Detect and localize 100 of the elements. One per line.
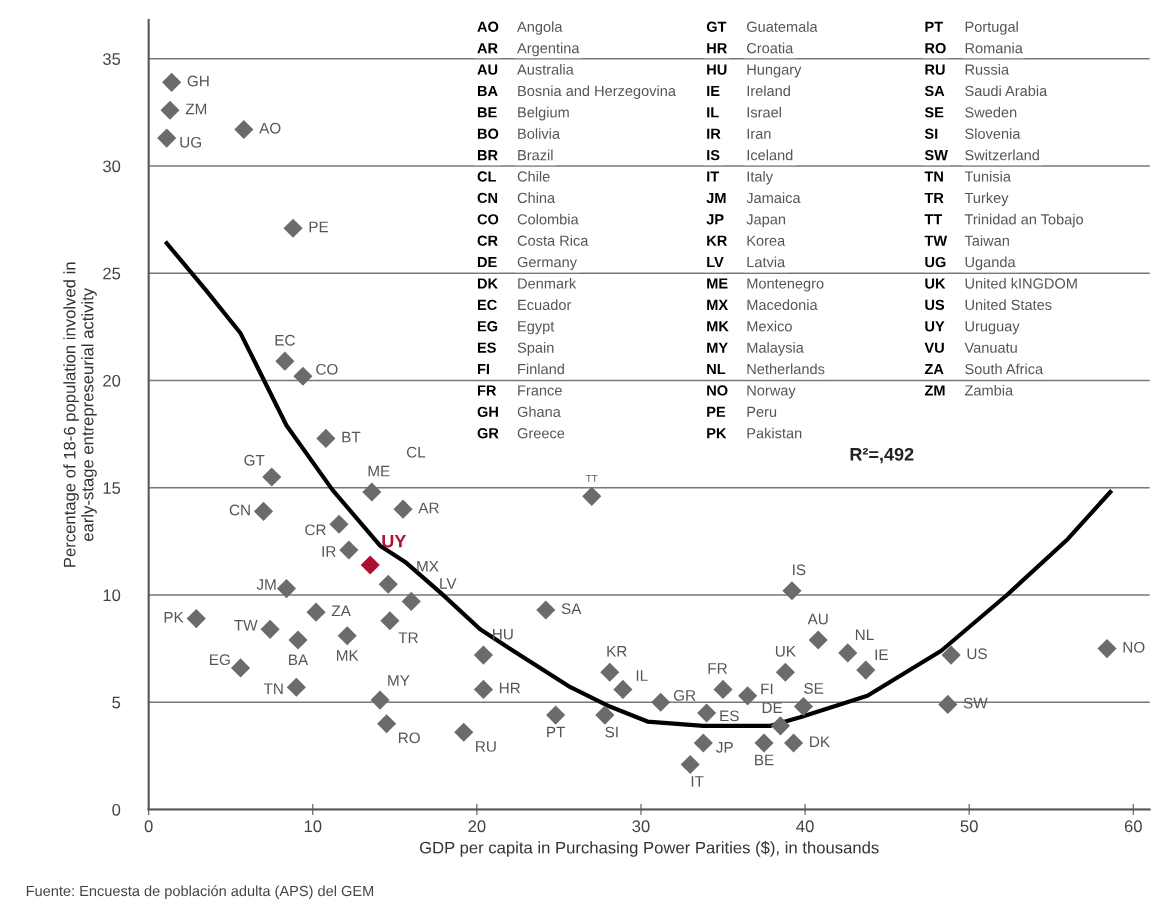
- annotation: IS: [793, 564, 806, 576]
- point: [680, 754, 700, 775]
- annotation: IT: [691, 776, 704, 787]
- text: VU Vanuatu: [924, 342, 1017, 353]
- point: [651, 692, 671, 712]
- point: [157, 128, 177, 148]
- point: [160, 100, 180, 120]
- annotation: UK: [775, 646, 796, 657]
- annotation: CO: [316, 363, 338, 375]
- annotation: SI: [605, 726, 618, 738]
- text: JP Japan: [706, 214, 786, 228]
- annotation: HR: [499, 682, 521, 694]
- annotation: SA: [561, 603, 582, 615]
- point: [339, 540, 359, 560]
- point: [793, 696, 813, 717]
- text: SA Saudi Arabia: [924, 85, 1048, 97]
- text: RO Romania: [925, 42, 1023, 54]
- point: [286, 677, 306, 697]
- text: ZM Zambia: [924, 384, 1014, 396]
- annotation: ME: [368, 465, 390, 477]
- y-tick-label: 10: [103, 589, 121, 602]
- point: [316, 428, 336, 448]
- point: [713, 679, 733, 699]
- point: [186, 609, 206, 629]
- point: [941, 645, 961, 665]
- annotation: SE: [804, 682, 824, 694]
- text: PK Pakistan: [707, 427, 802, 439]
- annotation: MX: [417, 561, 439, 572]
- x-tick-label: 50: [960, 820, 978, 833]
- text: BO Bolivia: [477, 128, 560, 139]
- x-axis-title: GDP per capita in Purchasing Power Parities ($), in thousands: [419, 841, 879, 857]
- annotation: CN: [229, 504, 250, 516]
- annotation: SW Switzerland: [924, 149, 1039, 161]
- point: [293, 366, 313, 386]
- point: [253, 501, 274, 521]
- point: [770, 716, 791, 736]
- point: [693, 733, 713, 753]
- annotation: BT: [342, 431, 361, 443]
- annotation: PK: [164, 612, 184, 623]
- annotation: IR: [322, 546, 336, 557]
- annotation: GT: [244, 454, 265, 466]
- text: MK Mexico: [707, 320, 792, 332]
- y-axis-title: Percentage of 18-6 population involved in early-stage entrepreseurial activity: [63, 262, 97, 567]
- text: MX Macedonia: [707, 299, 818, 311]
- annotation: FI: [761, 683, 773, 695]
- point: [276, 578, 297, 599]
- text: CL Chile: [477, 170, 550, 182]
- point: [262, 467, 282, 487]
- series-label: UY: [382, 534, 407, 548]
- point: [808, 630, 828, 650]
- point: [546, 705, 566, 725]
- annotation: GR: [673, 689, 696, 701]
- point: [337, 626, 357, 646]
- annotation: BA: [289, 654, 309, 665]
- point: [377, 714, 397, 734]
- text: IL Israel: [707, 106, 781, 118]
- text: EG Egypt: [477, 321, 555, 335]
- text: NO Norway: [707, 385, 796, 399]
- point: [283, 218, 303, 238]
- text: JM Jamaica: [706, 192, 801, 204]
- annotation: AR: [418, 502, 439, 514]
- annotation: TW: [234, 619, 258, 631]
- annotation: ZA: [331, 605, 351, 617]
- point: [329, 514, 349, 534]
- annotation: US: [967, 648, 987, 660]
- point: [856, 660, 876, 680]
- y-tick-label: 20: [103, 374, 121, 387]
- text: ZA South Africa: [924, 363, 1044, 375]
- text: FI Finland: [477, 363, 564, 375]
- x-tick-label: 60: [1124, 820, 1142, 833]
- point: [536, 600, 556, 620]
- text: SE Sweden: [924, 106, 1017, 118]
- point: [306, 602, 326, 622]
- y-tick-label: 0: [112, 803, 121, 816]
- text: CN China: [477, 192, 556, 204]
- annotation: FR: [708, 663, 727, 674]
- text: BA Bosnia and Herzegovina: [477, 85, 676, 99]
- text: GT Guatemala: [706, 21, 818, 32]
- point: [230, 658, 251, 678]
- point: [697, 703, 717, 723]
- text: GR Greece: [477, 428, 565, 439]
- text: PT Portugal: [925, 21, 1018, 35]
- annotation: CL: [406, 446, 426, 458]
- point: [401, 591, 421, 612]
- annotation: LV: [440, 578, 457, 589]
- point: [275, 351, 295, 371]
- annotation: TR: [398, 632, 418, 643]
- point: [738, 686, 758, 706]
- annotation: JP: [716, 742, 733, 753]
- text: GH Ghana: [477, 406, 561, 417]
- point: [162, 72, 182, 92]
- point: [288, 630, 308, 650]
- text: AO Angola: [477, 21, 563, 35]
- point: [838, 643, 858, 663]
- text: IT Italy: [707, 170, 773, 185]
- text: US United States: [925, 299, 1052, 311]
- text: UK United kINGDOM: [925, 277, 1077, 289]
- annotation: ES: [720, 710, 739, 722]
- annotation: GH: [187, 75, 209, 87]
- point: [380, 611, 400, 631]
